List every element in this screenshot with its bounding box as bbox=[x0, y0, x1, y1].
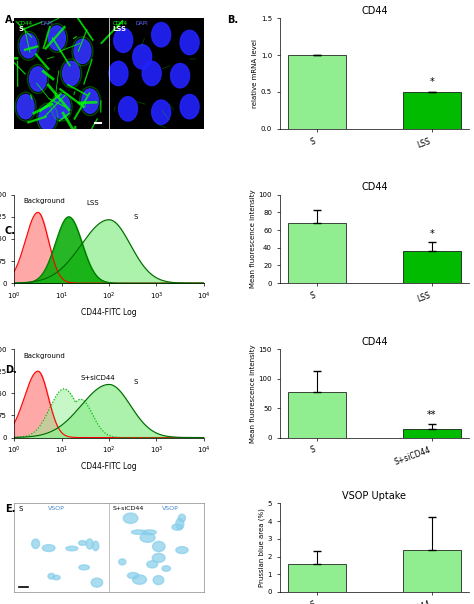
Title: CD44: CD44 bbox=[361, 337, 388, 347]
Ellipse shape bbox=[42, 545, 55, 551]
Text: A.: A. bbox=[5, 15, 16, 25]
Title: CD44: CD44 bbox=[361, 182, 388, 193]
Text: Background: Background bbox=[24, 353, 65, 359]
Ellipse shape bbox=[152, 100, 171, 124]
Y-axis label: Prussian blue area (%): Prussian blue area (%) bbox=[258, 508, 265, 587]
Text: C.: C. bbox=[5, 226, 16, 237]
Ellipse shape bbox=[152, 22, 171, 47]
Text: *: * bbox=[429, 77, 434, 88]
Ellipse shape bbox=[74, 39, 91, 63]
Ellipse shape bbox=[91, 578, 103, 587]
Ellipse shape bbox=[32, 539, 39, 548]
Text: E.: E. bbox=[5, 504, 15, 515]
Ellipse shape bbox=[133, 575, 146, 584]
Bar bbox=[403, 92, 461, 129]
Bar bbox=[403, 550, 461, 592]
Ellipse shape bbox=[114, 28, 133, 53]
Ellipse shape bbox=[79, 541, 87, 545]
Text: *: * bbox=[429, 229, 434, 239]
Ellipse shape bbox=[172, 524, 182, 530]
Ellipse shape bbox=[131, 530, 146, 535]
Text: S: S bbox=[134, 214, 138, 220]
Text: B.: B. bbox=[228, 15, 238, 25]
Ellipse shape bbox=[79, 565, 90, 570]
Ellipse shape bbox=[20, 34, 37, 58]
X-axis label: CD44-FITC Log: CD44-FITC Log bbox=[81, 307, 137, 316]
Ellipse shape bbox=[66, 546, 78, 551]
Ellipse shape bbox=[153, 541, 165, 551]
Ellipse shape bbox=[176, 518, 184, 530]
Text: VSOP: VSOP bbox=[162, 506, 179, 511]
Y-axis label: relative mRNA level: relative mRNA level bbox=[252, 39, 258, 108]
Ellipse shape bbox=[133, 45, 152, 69]
Ellipse shape bbox=[152, 553, 165, 562]
Text: Background: Background bbox=[24, 199, 65, 205]
Ellipse shape bbox=[140, 533, 155, 542]
Ellipse shape bbox=[147, 561, 158, 568]
Ellipse shape bbox=[53, 576, 60, 580]
Ellipse shape bbox=[171, 63, 190, 88]
Text: VSOP: VSOP bbox=[48, 506, 65, 511]
Bar bbox=[288, 391, 346, 437]
Ellipse shape bbox=[118, 97, 137, 121]
Text: **: ** bbox=[427, 411, 437, 420]
Text: S+siCD44: S+siCD44 bbox=[113, 506, 144, 511]
Text: CD44: CD44 bbox=[113, 21, 128, 27]
Ellipse shape bbox=[178, 514, 185, 522]
Bar bbox=[288, 55, 346, 129]
Title: VSOP Uptake: VSOP Uptake bbox=[342, 491, 407, 501]
X-axis label: CD44-FITC Log: CD44-FITC Log bbox=[81, 462, 137, 471]
Ellipse shape bbox=[142, 61, 161, 86]
Text: D.: D. bbox=[5, 365, 17, 376]
Text: S: S bbox=[18, 506, 22, 512]
Ellipse shape bbox=[128, 573, 139, 579]
Ellipse shape bbox=[123, 513, 138, 524]
Ellipse shape bbox=[176, 547, 188, 553]
Y-axis label: Mean fluorescence intensity: Mean fluorescence intensity bbox=[250, 344, 256, 443]
Ellipse shape bbox=[63, 61, 80, 86]
Text: DAPI: DAPI bbox=[41, 21, 54, 27]
Text: S: S bbox=[18, 26, 23, 32]
Bar bbox=[403, 251, 461, 283]
Y-axis label: Mean fluorescence intensity: Mean fluorescence intensity bbox=[250, 190, 256, 288]
Ellipse shape bbox=[118, 559, 126, 565]
Bar bbox=[288, 564, 346, 592]
Text: LSS: LSS bbox=[86, 201, 99, 206]
Bar bbox=[288, 223, 346, 283]
Ellipse shape bbox=[48, 573, 55, 579]
Text: S+siCD44: S+siCD44 bbox=[81, 375, 115, 381]
Ellipse shape bbox=[82, 89, 99, 114]
Title: CD44: CD44 bbox=[361, 6, 388, 16]
Ellipse shape bbox=[53, 94, 70, 119]
Ellipse shape bbox=[86, 539, 93, 549]
Text: CD44: CD44 bbox=[18, 21, 33, 27]
Ellipse shape bbox=[92, 541, 99, 551]
Ellipse shape bbox=[180, 94, 199, 119]
Ellipse shape bbox=[162, 566, 171, 571]
Ellipse shape bbox=[48, 26, 65, 50]
Ellipse shape bbox=[17, 94, 34, 119]
Text: DAPI: DAPI bbox=[136, 21, 148, 27]
Ellipse shape bbox=[109, 61, 128, 86]
Ellipse shape bbox=[153, 576, 164, 585]
Text: S: S bbox=[134, 379, 138, 385]
Ellipse shape bbox=[180, 30, 199, 54]
Bar bbox=[403, 429, 461, 437]
Ellipse shape bbox=[143, 530, 156, 535]
Ellipse shape bbox=[39, 106, 56, 130]
Text: LSS: LSS bbox=[113, 26, 127, 32]
Ellipse shape bbox=[29, 67, 46, 91]
